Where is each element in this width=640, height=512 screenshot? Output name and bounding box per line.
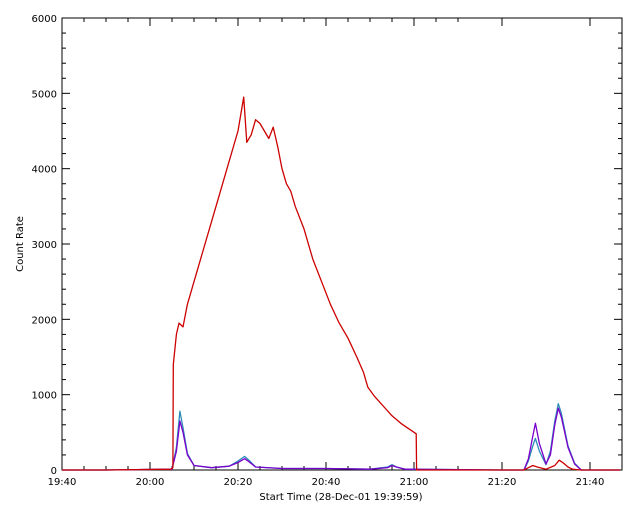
y-tick-label: 6000 <box>32 14 57 25</box>
axis-ticks: 0 1000 2000 3000 4000 5000 6000 19:40 20:00 20:20… <box>32 14 622 488</box>
x-tick-label: 21:40 <box>576 477 605 488</box>
series-line <box>62 96 620 471</box>
x-axis-title: Start Time (28-Dec-01 19:39:59) <box>259 492 422 503</box>
x-tick-label: 21:20 <box>488 477 517 488</box>
y-tick-label: 3000 <box>32 240 57 251</box>
x-tick-label: 20:40 <box>312 477 341 488</box>
series-layer <box>62 96 620 471</box>
x-tick-label: 20:20 <box>224 477 253 488</box>
series-line <box>62 403 620 471</box>
x-tick-label: 21:00 <box>400 477 429 488</box>
y-tick-label: 0 <box>51 466 57 477</box>
x-tick-label: 20:00 <box>136 477 165 488</box>
plot-frame <box>61 17 623 471</box>
y-tick-label: 1000 <box>32 391 57 402</box>
y-axis-title: Count Rate <box>15 216 26 272</box>
series-line <box>62 407 620 471</box>
x-tick-label: 19:40 <box>48 477 77 488</box>
y-tick-label: 4000 <box>32 165 57 176</box>
y-tick-label: 2000 <box>32 315 57 326</box>
y-tick-label: 5000 <box>32 89 57 100</box>
